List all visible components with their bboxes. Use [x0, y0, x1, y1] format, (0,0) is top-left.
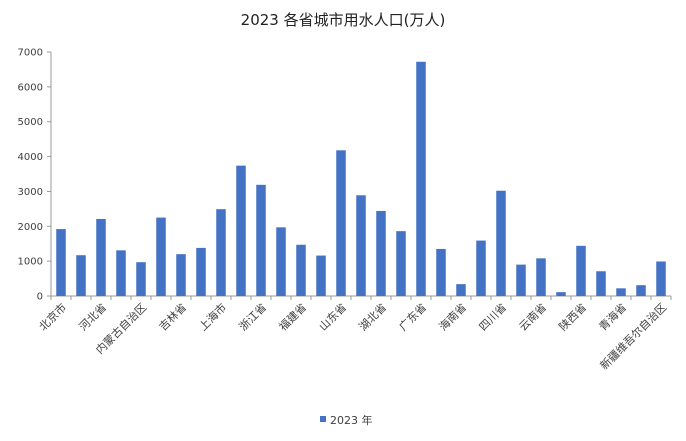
- bar: [56, 229, 66, 296]
- x-tick-label: 上海市: [196, 300, 229, 333]
- x-axis-labels: 北京市 河北省内蒙古自治区 吉林省 上海市 浙江省 福建省 山东省 湖北省 广东省 海南省 四川省云…: [36, 300, 669, 372]
- bar: [436, 248, 446, 296]
- bar: [136, 262, 146, 296]
- x-tick-label: 河北省: [77, 301, 110, 334]
- x-tick-label: 海南省: [436, 300, 469, 333]
- y-tick-label: 4000: [18, 152, 43, 163]
- bar: [536, 258, 546, 296]
- bar: [356, 195, 366, 296]
- x-tick-label: 新疆维吾尔自治区: [597, 300, 669, 372]
- bar: [476, 240, 486, 296]
- bar: [256, 184, 266, 296]
- bar: [216, 209, 226, 296]
- y-tick-label: 2000: [18, 222, 43, 233]
- legend-swatch: [320, 416, 326, 422]
- y-tick-label: 1000: [18, 257, 43, 268]
- x-tick-label: 陕西省: [556, 300, 589, 333]
- axes-layer: 0 1000 2000 3000 4000 5000 6000 7000: [18, 48, 672, 303]
- y-tick-label: 0: [37, 292, 43, 303]
- bar: [276, 227, 286, 296]
- bar: [176, 254, 186, 296]
- x-tick-label: 湖北省: [357, 301, 390, 334]
- bar: [116, 250, 126, 296]
- y-tick-label: 7000: [18, 48, 43, 59]
- x-tick-label: 山东省: [317, 301, 350, 334]
- bar: [596, 271, 606, 296]
- bar: [296, 244, 306, 296]
- bar: [616, 288, 626, 296]
- bar: [396, 231, 406, 296]
- bar: [96, 218, 106, 296]
- bar: [656, 261, 666, 296]
- bar: [556, 292, 566, 296]
- bar: [516, 264, 526, 296]
- bar: [336, 150, 346, 296]
- y-tick-label: 3000: [18, 187, 43, 198]
- bar: [636, 285, 646, 296]
- bar: [456, 284, 466, 296]
- bar: [316, 255, 326, 296]
- bar: [196, 247, 206, 296]
- bar: [576, 245, 586, 296]
- x-tick-label: 福建省: [276, 300, 309, 333]
- bar: [156, 217, 166, 296]
- x-tick-label: 四川省: [477, 301, 510, 334]
- x-tick-label: 广东省: [397, 301, 430, 334]
- chart-title: 2023 各省城市用水人口(万人): [241, 11, 446, 29]
- x-tick-label: 青海省: [596, 300, 629, 333]
- x-tick-label: 吉林省: [156, 300, 189, 333]
- x-tick-label: 浙江省: [237, 301, 270, 334]
- bar: [496, 190, 506, 296]
- bar: [416, 61, 426, 297]
- bar: [376, 210, 386, 296]
- legend: 2023 年: [320, 413, 373, 427]
- legend-label: 2023 年: [330, 413, 373, 427]
- y-tick-label: 6000: [18, 82, 43, 93]
- bar: [236, 165, 246, 296]
- x-tick-label: 云南省: [517, 301, 550, 334]
- x-tick-label: 北京市: [36, 300, 69, 333]
- bar: [76, 255, 86, 296]
- bars-layer: [56, 61, 666, 297]
- y-tick-label: 5000: [18, 117, 43, 128]
